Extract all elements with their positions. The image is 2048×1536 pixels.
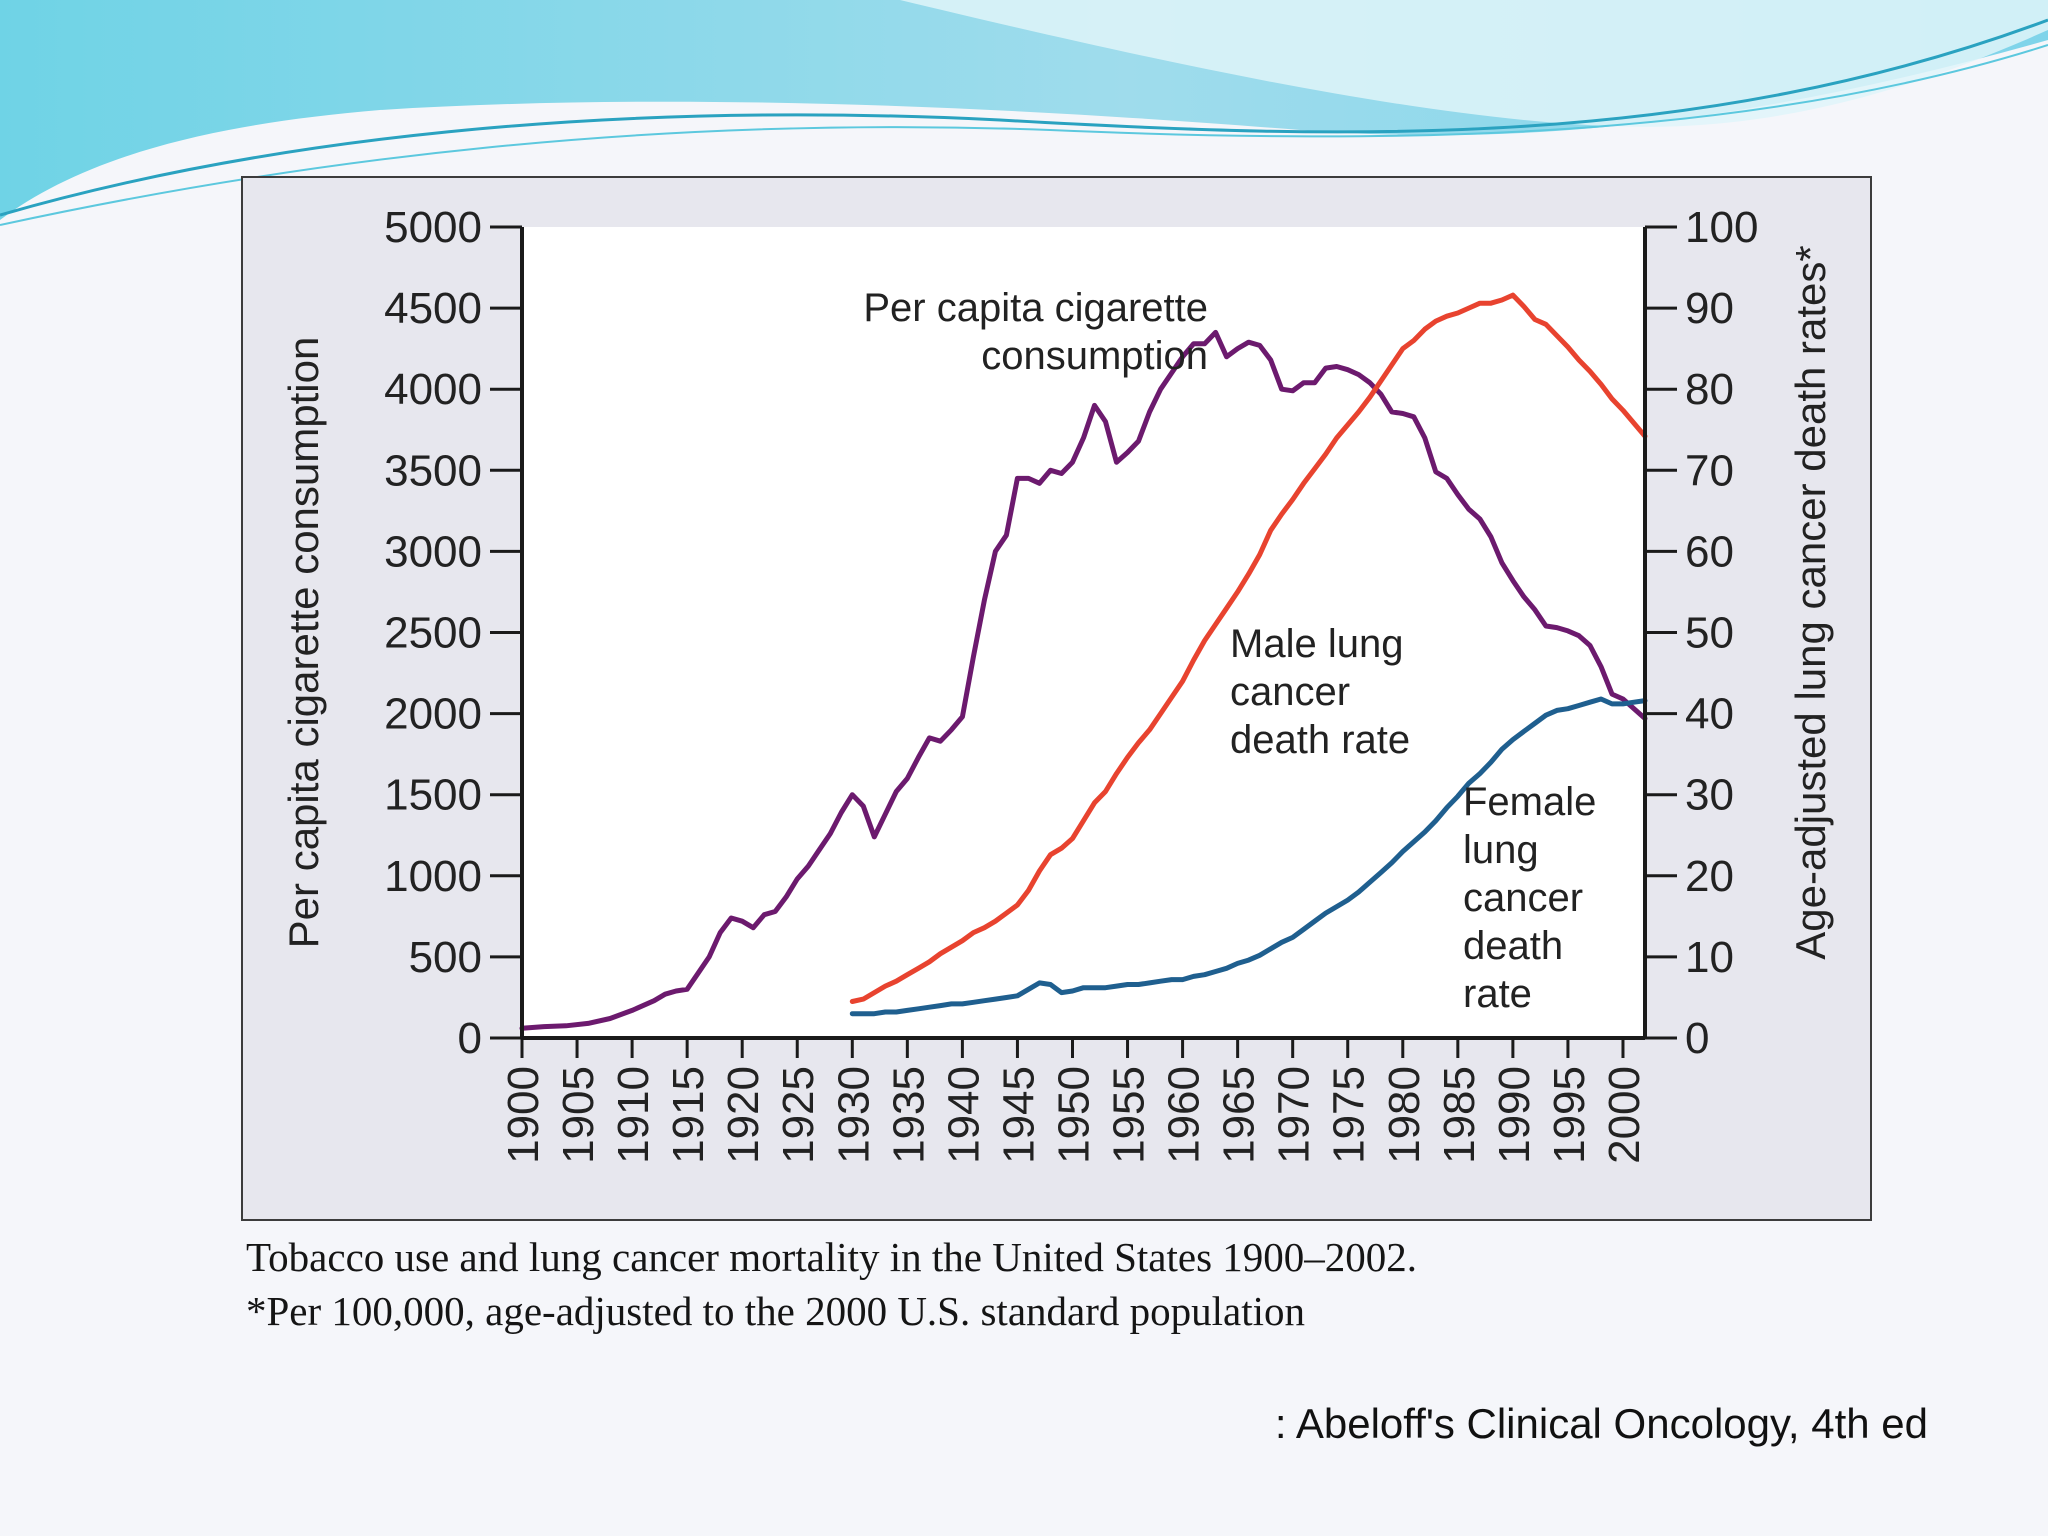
x-tick-label: 1950 — [1049, 1066, 1098, 1164]
y-left-tick-label: 3500 — [384, 446, 482, 495]
y-left-tick-label: 2000 — [384, 690, 482, 739]
x-tick-label: 1985 — [1435, 1066, 1484, 1164]
y-left-tick-label: 4000 — [384, 365, 482, 414]
y-right-tick-label: 100 — [1685, 203, 1758, 252]
y-axis-left-title: Per capita cigarette consumption — [280, 337, 327, 949]
y-right-tick-label: 50 — [1685, 609, 1734, 658]
y-left-tick-label: 1500 — [384, 771, 482, 820]
label-cigarette-consumption: Per capita cigarette — [863, 286, 1208, 330]
series-line-3 — [849, 696, 1648, 1017]
ticks-layer: 0500100015002000250030003500400045005000… — [280, 203, 1834, 1164]
header-wave-highlight — [900, 0, 2048, 127]
y-right-tick-label: 40 — [1685, 690, 1734, 739]
chart-svg: 0500100015002000250030003500400045005000… — [280, 203, 1834, 1164]
label-female-death-rate: death — [1463, 924, 1563, 968]
x-tick-label: 1995 — [1545, 1066, 1594, 1164]
x-tick-label: 1905 — [554, 1066, 603, 1164]
y-right-tick-label: 30 — [1685, 771, 1734, 820]
x-tick-label: 1990 — [1490, 1066, 1539, 1164]
y-right-tick-label: 90 — [1685, 284, 1734, 333]
y-right-tick-label: 70 — [1685, 446, 1734, 495]
chart-panel: 0 500 1000 1500 2000 2500 3000 3500 4000 4500 5000… — [241, 176, 1872, 1221]
x-tick-label: 1915 — [664, 1066, 713, 1164]
y-right-tick-label: 0 — [1685, 1014, 1709, 1063]
slide-header-wave — [0, 0, 2048, 226]
x-tick-label: 1940 — [939, 1066, 988, 1164]
x-tick-label: 2000 — [1600, 1066, 1649, 1164]
x-tick-label: 1910 — [609, 1066, 658, 1164]
y-left-tick-label: 3000 — [384, 527, 482, 576]
x-tick-label: 1935 — [884, 1066, 933, 1164]
figure-caption-line-1: Tobacco use and lung cancer mortality in… — [246, 1234, 1418, 1280]
x-tick-label: 1955 — [1105, 1066, 1154, 1164]
y-left-tick-label: 0 — [458, 1014, 482, 1063]
x-tick-label: 1980 — [1380, 1066, 1429, 1164]
header-wave-line-2 — [0, 44, 2048, 226]
label-male-death-rate: Male lung — [1230, 622, 1403, 666]
y-left-tick-label: 1000 — [384, 852, 482, 901]
x-tick-label: 1960 — [1160, 1066, 1209, 1164]
series-line-2 — [849, 292, 1648, 1004]
label-male-death-rate: death rate — [1230, 718, 1410, 762]
y-left-tick-label: 5000 — [384, 203, 482, 252]
label-female-death-rate: lung — [1463, 828, 1539, 872]
source-credit: : Abeloff's Clinical Oncology, 4th ed — [1274, 1400, 1928, 1447]
figure-caption-line-2: *Per 100,000, age-adjusted to the 2000 U… — [246, 1288, 1305, 1334]
y-left-tick-label: 500 — [409, 933, 482, 982]
series-line-1 — [519, 329, 1648, 1031]
y-right-tick-label: 10 — [1685, 933, 1734, 982]
x-tick-label: 1930 — [829, 1066, 878, 1164]
y-right-tick-label: 60 — [1685, 527, 1734, 576]
y-axis-right-title: Age-adjusted lung cancer death rates* — [1787, 245, 1834, 959]
x-tick-label: 1945 — [994, 1066, 1043, 1164]
series-layer — [519, 292, 1648, 1031]
x-tick-label: 1920 — [719, 1066, 768, 1164]
x-tick-label: 1965 — [1215, 1066, 1264, 1164]
x-tick-label: 1925 — [774, 1066, 823, 1164]
label-female-death-rate: rate — [1463, 972, 1532, 1016]
plot-area — [522, 227, 1645, 1038]
label-female-death-rate: Female — [1463, 780, 1596, 824]
x-tick-label: 1900 — [499, 1066, 548, 1164]
y-left-tick-label: 4500 — [384, 284, 482, 333]
y-right-tick-label: 80 — [1685, 365, 1734, 414]
y-left-tick-label: 2500 — [384, 609, 482, 658]
y-right-tick-label: 20 — [1685, 852, 1734, 901]
header-wave-line-1 — [0, 18, 2048, 217]
label-male-death-rate: cancer — [1230, 670, 1350, 714]
label-female-death-rate: cancer — [1463, 876, 1583, 920]
x-tick-label: 1970 — [1270, 1066, 1319, 1164]
label-cigarette-consumption: consumption — [981, 334, 1208, 378]
x-tick-label: 1975 — [1325, 1066, 1374, 1164]
